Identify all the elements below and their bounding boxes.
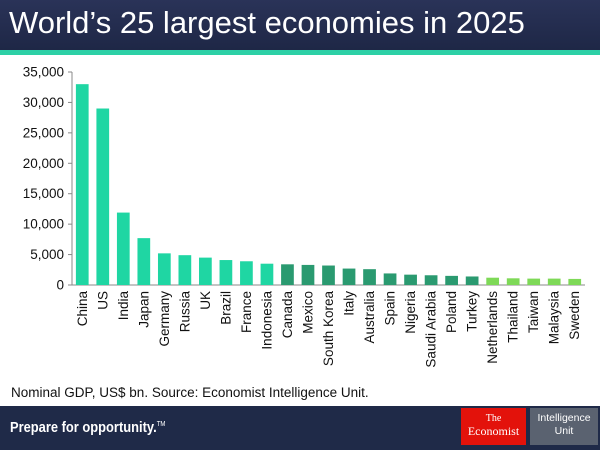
bar [137,238,151,285]
bar [527,278,541,285]
eiu-logo-line2: Unit [554,425,574,437]
x-tick-label: Russia [177,291,192,333]
bar [342,268,356,285]
bar [199,257,212,285]
bar [219,260,233,285]
source-note: Nominal GDP, US$ bn. Source: Economist I… [11,385,369,400]
bar [96,108,110,285]
x-tick-label: Netherlands [485,291,500,364]
title-bar: World’s 25 largest economies in 2025 [0,0,600,50]
x-tick-label: Italy [342,291,357,316]
x-tick-label: Germany [157,291,172,347]
x-tick-label: Brazil [218,291,233,325]
y-tick-label: 20,000 [23,156,64,171]
y-tick-label: 0 [56,278,64,293]
bar [322,265,335,285]
x-tick-label: US [95,291,110,310]
x-tick-label: Malaysia [547,291,562,345]
x-tick-label: Japan [136,291,151,328]
bar [568,278,582,285]
y-tick-label: 30,000 [23,95,64,110]
eiu-logo-line1: Intelligence [537,412,591,424]
bar [363,269,376,285]
bar [75,84,89,285]
x-tick-label: Taiwan [526,291,541,333]
economist-logo[interactable]: The Economist [461,408,526,445]
eiu-logo[interactable]: Intelligence Unit [530,408,598,445]
bar [383,273,397,285]
bar [506,278,520,285]
y-tick-label: 5,000 [30,247,64,262]
x-tick-label: France [239,291,254,333]
x-tick-label: China [75,291,90,327]
x-tick-label: India [116,291,131,321]
y-tick-label: 35,000 [23,65,64,80]
bar [465,276,479,285]
bar [240,261,253,285]
bar [157,253,171,285]
x-tick-label: Spain [383,291,398,326]
bar [301,264,315,285]
tagline: Prepare for opportunity.TM [10,419,165,436]
economist-logo-line2: Economist [467,424,520,438]
y-tick-label: 15,000 [23,186,64,201]
x-tick-label: UK [198,291,213,310]
bar [281,264,294,285]
x-tick-label: Nigeria [403,291,418,334]
bar [445,275,458,285]
x-tick-label: Mexico [300,291,315,334]
bar [260,263,274,285]
bar-chart: 0 5,000 10,000 15,000 20,000 25,000 30,000 35,0… [23,65,585,368]
economist-logo-line1: The [485,413,502,424]
tagline-text: Prepare for opportunity. [10,419,157,436]
bar [116,212,130,285]
y-tick-label: 10,000 [23,217,64,232]
x-tick-label: Thailand [506,291,521,343]
x-tick-label: Indonesia [259,291,274,350]
title-accent-rule [0,50,600,55]
x-tick-label: Sweden [567,291,582,340]
x-tick-label: Australia [362,291,377,344]
y-tick-label: 25,000 [23,125,64,140]
trademark-mark: TM [156,421,166,428]
bar [486,277,500,285]
x-tick-label: Turkey [465,291,480,332]
bar [404,274,417,285]
chart-title: World’s 25 largest economies in 2025 [9,5,525,40]
bar [547,278,561,285]
x-tick-label: South Korea [321,291,336,367]
bar [424,275,438,285]
x-tick-label: Saudi Arabia [424,291,439,368]
bar [178,255,192,285]
x-tick-label: Poland [444,291,459,333]
x-tick-label: Canada [280,291,295,339]
